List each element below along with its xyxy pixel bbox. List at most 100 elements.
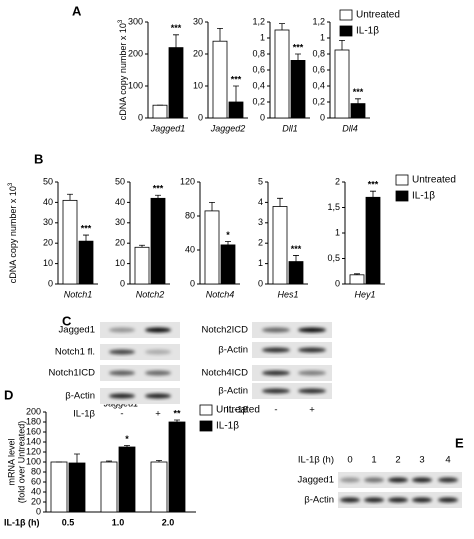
y-tick-label: 120 xyxy=(180,176,195,186)
error-bar xyxy=(67,193,73,201)
blot-band xyxy=(412,497,432,503)
blot-band xyxy=(438,477,458,483)
blot-row-label: Jagged1 xyxy=(59,325,95,336)
x-tick-label: 0.5 xyxy=(62,517,75,527)
y-tick-label: 50 xyxy=(115,176,125,186)
y-tick-label: 0 xyxy=(335,278,340,288)
blot-row-label: Notch1 fl. xyxy=(55,347,95,358)
lane-label: 0 xyxy=(347,455,352,466)
blot-row-label: Notch4ICD xyxy=(202,368,249,379)
error-bar xyxy=(279,23,285,30)
blot-row-label: β-Actin xyxy=(218,345,248,356)
y-tick-label: 0 xyxy=(120,278,125,288)
panel-letter: E xyxy=(455,435,464,450)
blot-strip xyxy=(252,322,332,338)
legend-label: Untreated xyxy=(412,175,456,186)
y-tick-label: 5 xyxy=(258,176,263,186)
significance: * xyxy=(125,434,129,444)
y-tick-label: 0 xyxy=(48,278,53,288)
y-tick-label: 20 xyxy=(43,238,53,248)
y-tick-label: 1,2 xyxy=(312,16,325,26)
legend-swatch xyxy=(395,190,409,202)
blot-strip xyxy=(252,365,332,381)
y-tick-label: 0,2 xyxy=(252,96,265,106)
category-label: Jagged1 xyxy=(150,123,186,133)
y-tick-label: 10 xyxy=(43,258,53,268)
category-label: Jagged2 xyxy=(210,123,246,133)
error-bar xyxy=(106,460,112,462)
y-tick-label: 0,6 xyxy=(252,64,265,74)
bar xyxy=(334,49,350,119)
blot-band xyxy=(340,497,360,503)
y-axis-label-text: cDNA copy number x 10 xyxy=(118,23,128,120)
y-tick-label: 20 xyxy=(31,496,41,506)
y-tick-label: 1 xyxy=(335,227,340,237)
error-bar xyxy=(295,53,301,61)
y-tick-label: 0 xyxy=(258,278,263,288)
error-bar xyxy=(124,445,130,447)
y-tick-label: 200 xyxy=(128,48,143,58)
y-tick-label: 40 xyxy=(115,197,125,207)
blot-band xyxy=(298,388,326,394)
category-label: Dll1 xyxy=(282,123,298,133)
panel-letter: C xyxy=(62,313,72,328)
y-tick-label: 80 xyxy=(185,210,195,220)
y-tick-label: 100 xyxy=(128,80,143,90)
bar xyxy=(168,421,186,513)
y-tick-label: 180 xyxy=(26,416,41,426)
legend-label: IL-1β xyxy=(216,421,239,432)
lane-label: 1 xyxy=(371,455,376,466)
y-tick-label: 160 xyxy=(26,426,41,436)
blot-row-label: β-Actin xyxy=(65,391,95,402)
y-tick-label: 200 xyxy=(26,406,41,416)
y-tick-label: 60 xyxy=(31,476,41,486)
error-bar xyxy=(156,460,162,462)
blot-band xyxy=(412,477,432,483)
bar xyxy=(274,29,290,119)
blot-band xyxy=(364,497,384,503)
y-tick-label: 0,5 xyxy=(327,253,340,263)
bar xyxy=(68,462,86,513)
legend-label: Untreated xyxy=(216,405,260,416)
blot-band xyxy=(262,370,290,376)
blot-band xyxy=(298,370,326,376)
y-axis-label: cDNA copy number x 103 xyxy=(8,182,19,283)
y-tick-label: 0 xyxy=(320,112,325,122)
y-tick-label: 0 xyxy=(198,112,203,122)
error-bar xyxy=(233,85,239,102)
blot-band xyxy=(364,477,384,483)
y-tick-label: 20 xyxy=(115,238,125,248)
significance: *** xyxy=(81,223,92,233)
category-label: Notch2 xyxy=(136,289,165,299)
bar xyxy=(228,101,244,119)
bar xyxy=(288,261,304,285)
bar xyxy=(168,47,184,119)
y-tick-label: 120 xyxy=(26,446,41,456)
category-label: Notch4 xyxy=(206,289,235,299)
y-tick-label: 0 xyxy=(36,506,41,516)
category-label: Hes1 xyxy=(277,289,298,299)
lane-label: 3 xyxy=(419,455,424,466)
significance: *** xyxy=(353,87,364,97)
y-tick-label: 0 xyxy=(190,278,195,288)
bar xyxy=(212,40,228,119)
blot-band xyxy=(340,477,360,483)
bar xyxy=(290,60,306,119)
blot-row-label: Notch2ICD xyxy=(202,325,249,336)
error-bar xyxy=(217,28,223,42)
lane-label: - xyxy=(274,405,277,416)
y-tick-label: 40 xyxy=(31,486,41,496)
legend-label: IL-1β xyxy=(412,191,435,202)
y-axis-label: (fold over Untreated) xyxy=(16,421,26,504)
legend-swatch xyxy=(199,420,213,432)
category-label: Hey1 xyxy=(354,289,375,299)
error-bar xyxy=(370,190,376,198)
y-tick-label: 4 xyxy=(258,197,263,207)
blot-band xyxy=(262,347,290,353)
panel-letter: B xyxy=(34,151,43,166)
error-bar xyxy=(174,419,180,422)
category-label: Notch1 xyxy=(64,289,93,299)
lane-label: - xyxy=(120,409,123,420)
bar xyxy=(118,446,136,513)
error-bar xyxy=(83,234,89,242)
